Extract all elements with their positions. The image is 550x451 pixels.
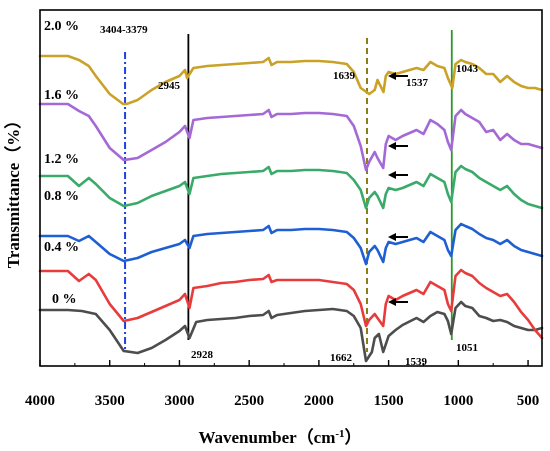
series-line-1 <box>38 268 544 340</box>
series-label-4: 1.6 % <box>44 88 79 103</box>
series-label-2: 0.8 % <box>44 189 79 204</box>
x-axis-title: Wavenumber（cm-1） <box>198 427 361 447</box>
band-arrow-head <box>388 171 396 179</box>
x-tick-label: 1500 <box>374 393 404 409</box>
peak-annotation-2: 1639 <box>333 70 356 82</box>
peak-annotation-8: 1051 <box>456 342 478 354</box>
peak-annotation-4: 1043 <box>456 63 479 75</box>
peak-annotation-0: 3404-3379 <box>100 24 148 36</box>
plot-frame <box>39 9 543 367</box>
band-arrow-head <box>388 233 396 241</box>
peak-annotation-1: 2945 <box>158 80 181 92</box>
band-arrow-head <box>388 298 396 306</box>
x-tick-label: 4000 <box>25 393 55 409</box>
peak-annotation-7: 1539 <box>405 356 428 368</box>
peak-annotation-3: 1537 <box>406 77 429 89</box>
x-tick-label: 2500 <box>234 393 264 409</box>
series-line-3 <box>38 164 544 210</box>
series-label-1: 0.4 % <box>44 240 79 255</box>
band-arrow-head <box>388 142 396 150</box>
series-line-0 <box>38 300 544 363</box>
band-arrow-head <box>388 72 396 80</box>
x-tick-label: 3000 <box>164 393 194 409</box>
series-line-4 <box>38 102 544 172</box>
y-axis-title: Transmittance（%） <box>3 112 23 268</box>
peak-annotation-6: 1662 <box>330 352 353 364</box>
x-tick-label: 500 <box>517 393 540 409</box>
peak-annotation-5: 2928 <box>191 349 214 361</box>
series-label-5: 2.0 % <box>44 19 79 34</box>
x-tick-label: 3500 <box>95 393 125 409</box>
series-line-5 <box>38 54 544 106</box>
series-line-2 <box>38 222 544 266</box>
series-label-0: 0 % <box>52 292 77 307</box>
series-label-3: 1.2 % <box>44 152 79 167</box>
x-tick-label: 1000 <box>443 393 473 409</box>
x-tick-label: 2000 <box>304 393 334 409</box>
